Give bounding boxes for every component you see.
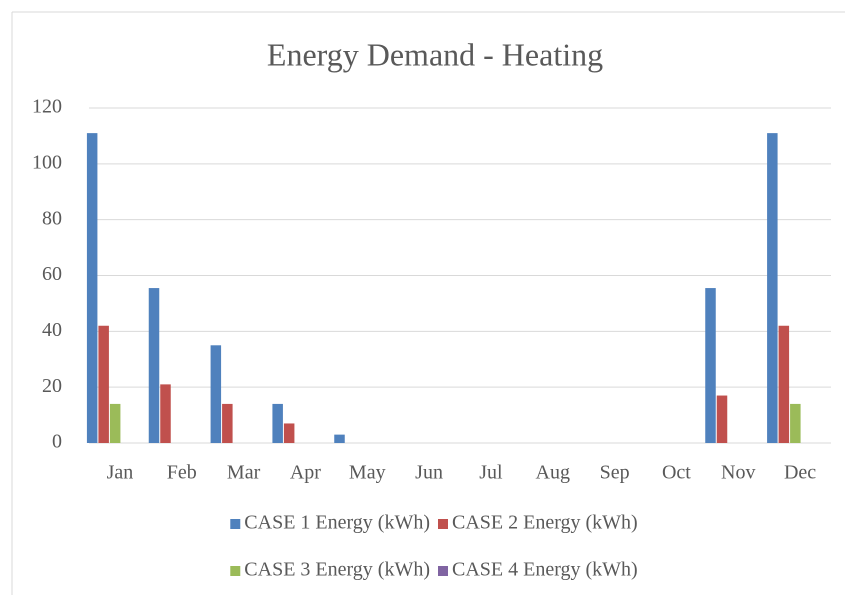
- bar: [160, 384, 171, 443]
- legend-label: CASE 4 Energy (kWh): [452, 559, 638, 581]
- bar: [98, 325, 109, 443]
- bar: [283, 423, 295, 443]
- legend-swatch: [438, 519, 448, 529]
- x-tick-label: Jan: [107, 462, 134, 484]
- y-tick-label: 20: [42, 375, 62, 397]
- legend-label: CASE 2 Energy (kWh): [452, 512, 638, 534]
- chart-title: Energy Demand - Heating: [267, 36, 603, 72]
- legend-swatch: [438, 566, 448, 576]
- x-tick-label: Feb: [167, 462, 197, 484]
- y-tick-label: 60: [42, 263, 62, 285]
- bar: [148, 288, 160, 443]
- legend-label: CASE 1 Energy (kWh): [244, 512, 430, 534]
- x-tick-label: Apr: [290, 462, 321, 484]
- x-tick-label: Dec: [784, 462, 816, 484]
- bar: [222, 403, 233, 443]
- bar: [210, 345, 222, 443]
- x-tick-label: May: [349, 462, 386, 484]
- x-tick-label: Jul: [479, 462, 503, 484]
- y-tick-label: 80: [42, 207, 62, 229]
- bar: [272, 403, 283, 443]
- bar: [86, 133, 98, 443]
- y-tick-label: 0: [52, 431, 62, 453]
- x-tick-label: Oct: [662, 462, 691, 484]
- legend-swatch: [230, 519, 241, 529]
- y-tick-label: 40: [42, 319, 62, 341]
- legend-label: CASE 3 Energy (kWh): [244, 559, 430, 581]
- bar: [334, 434, 345, 443]
- y-tick-label: 120: [32, 96, 62, 118]
- bar: [790, 403, 801, 443]
- bar: [109, 403, 121, 443]
- legend-swatch: [230, 566, 241, 576]
- x-tick-label: Aug: [536, 462, 570, 484]
- bar: [705, 288, 716, 443]
- x-tick-label: Nov: [721, 462, 755, 484]
- x-tick-label: Sep: [600, 462, 630, 484]
- x-tick-label: Mar: [227, 462, 261, 484]
- bar: [778, 325, 790, 443]
- x-tick-label: Jun: [415, 462, 443, 484]
- bar: [767, 133, 778, 443]
- y-tick-label: 100: [32, 151, 62, 173]
- bar: [716, 395, 728, 443]
